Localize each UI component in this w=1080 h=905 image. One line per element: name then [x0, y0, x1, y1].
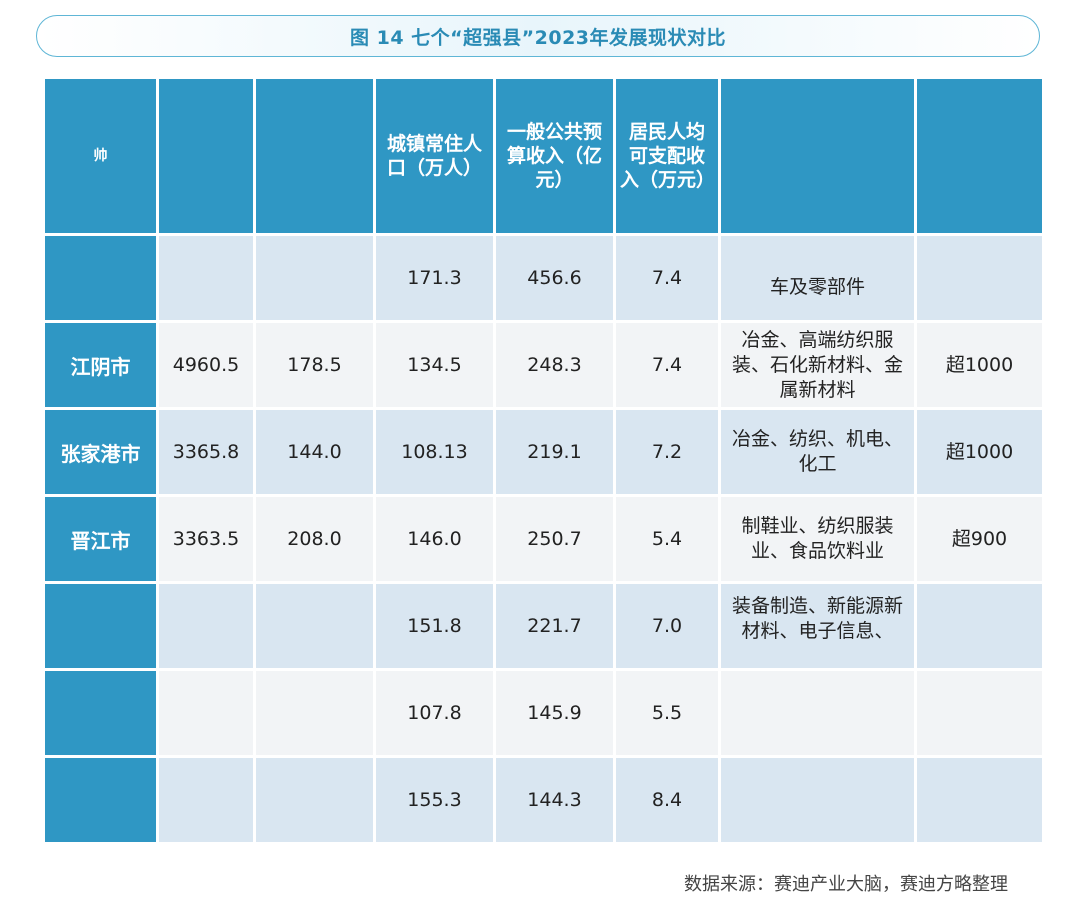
cell-urban-population: 151.8 — [376, 584, 493, 668]
cell-budget-revenue: 456.6 — [496, 236, 613, 320]
cell-urban-population: 108.13 — [376, 410, 493, 494]
row-name: 张家港市 — [45, 410, 156, 494]
cell-budget-revenue: 250.7 — [496, 497, 613, 581]
table-row: 151.8 221.7 7.0 装备制造、新能源新材料、电子信息、 — [45, 584, 1042, 668]
cell-col-3 — [256, 758, 373, 842]
header-urban-population: 城镇常住人口（万人） — [376, 79, 493, 233]
figure-title-bar: 图 14 七个“超强县”2023年发展现状对比 — [36, 15, 1040, 57]
cell-col-3 — [256, 671, 373, 755]
cell-industries: 冶金、纺织、机电、化工 — [721, 410, 914, 494]
cell-col-2 — [159, 758, 253, 842]
figure-title: 图 14 七个“超强县”2023年发展现状对比 — [349, 26, 727, 49]
cell-col-8: 超1000 — [917, 410, 1042, 494]
cell-urban-population: 134.5 — [376, 323, 493, 407]
cell-industries — [721, 671, 914, 755]
cell-disposable-income: 7.2 — [616, 410, 718, 494]
cell-disposable-income: 5.5 — [616, 671, 718, 755]
cell-col-3: 208.0 — [256, 497, 373, 581]
table-row: 107.8 145.9 5.5 — [45, 671, 1042, 755]
cell-budget-revenue: 219.1 — [496, 410, 613, 494]
header-county: 帅 — [45, 79, 156, 233]
cell-industries: 装备制造、新能源新材料、电子信息、 — [721, 584, 914, 668]
cell-disposable-income: 8.4 — [616, 758, 718, 842]
table-header-row: 帅 城镇常住人口（万人） 一般公共预算收入（亿元） 居民人均可支配收入（万元） — [45, 79, 1042, 233]
comparison-table: 帅 城镇常住人口（万人） 一般公共预算收入（亿元） 居民人均可支配收入（万元） … — [42, 76, 1045, 845]
header-disposable-income: 居民人均可支配收入（万元） — [616, 79, 718, 233]
header-col-3 — [256, 79, 373, 233]
cell-urban-population: 155.3 — [376, 758, 493, 842]
cell-col-2 — [159, 584, 253, 668]
cell-col-3 — [256, 584, 373, 668]
cell-col-2: 3363.5 — [159, 497, 253, 581]
cell-col-8 — [917, 671, 1042, 755]
cell-budget-revenue: 145.9 — [496, 671, 613, 755]
row-name — [45, 671, 156, 755]
cell-disposable-income: 7.4 — [616, 236, 718, 320]
table-row: 江阴市 4960.5 178.5 134.5 248.3 7.4 冶金、高端纺织… — [45, 323, 1042, 407]
data-source-note: 数据来源：赛迪产业大脑，赛迪方略整理 — [684, 874, 1008, 895]
cell-col-2 — [159, 236, 253, 320]
cell-col-8: 超1000 — [917, 323, 1042, 407]
cell-col-2: 4960.5 — [159, 323, 253, 407]
cell-col-8 — [917, 236, 1042, 320]
cell-col-2: 3365.8 — [159, 410, 253, 494]
cell-urban-population: 171.3 — [376, 236, 493, 320]
cell-budget-revenue: 221.7 — [496, 584, 613, 668]
row-name: 江阴市 — [45, 323, 156, 407]
cell-col-3 — [256, 236, 373, 320]
cell-col-2 — [159, 671, 253, 755]
header-budget-revenue: 一般公共预算收入（亿元） — [496, 79, 613, 233]
table-row: 171.3 456.6 7.4 车及零部件 — [45, 236, 1042, 320]
cell-industries: 制鞋业、纺织服装业、食品饮料业 — [721, 497, 914, 581]
cell-urban-population: 146.0 — [376, 497, 493, 581]
cell-col-8 — [917, 584, 1042, 668]
cell-industries: 冶金、高端纺织服装、石化新材料、金属新材料 — [721, 323, 914, 407]
cell-disposable-income: 7.0 — [616, 584, 718, 668]
cell-disposable-income: 7.4 — [616, 323, 718, 407]
row-name: 晋江市 — [45, 497, 156, 581]
table-row: 155.3 144.3 8.4 — [45, 758, 1042, 842]
cell-industries: 车及零部件 — [721, 236, 914, 320]
table-row: 晋江市 3363.5 208.0 146.0 250.7 5.4 制鞋业、纺织服… — [45, 497, 1042, 581]
row-name — [45, 236, 156, 320]
table-row: 张家港市 3365.8 144.0 108.13 219.1 7.2 冶金、纺织… — [45, 410, 1042, 494]
row-name — [45, 584, 156, 668]
header-col-7 — [721, 79, 914, 233]
cell-budget-revenue: 248.3 — [496, 323, 613, 407]
cell-col-3: 178.5 — [256, 323, 373, 407]
cell-col-8: 超900 — [917, 497, 1042, 581]
cell-disposable-income: 5.4 — [616, 497, 718, 581]
cell-industries — [721, 758, 914, 842]
cell-budget-revenue: 144.3 — [496, 758, 613, 842]
header-col-8 — [917, 79, 1042, 233]
header-col-2 — [159, 79, 253, 233]
row-name — [45, 758, 156, 842]
cell-col-8 — [917, 758, 1042, 842]
cell-urban-population: 107.8 — [376, 671, 493, 755]
cell-col-3: 144.0 — [256, 410, 373, 494]
